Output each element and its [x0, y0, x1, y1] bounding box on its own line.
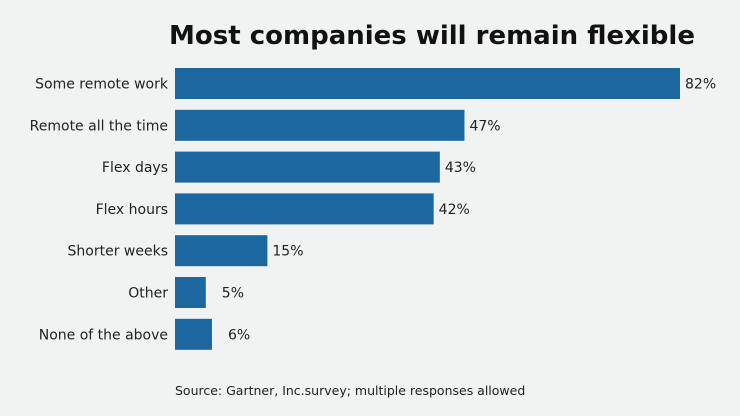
value-label: 15%	[272, 244, 303, 260]
bar-none-of-the-above	[175, 318, 212, 350]
category-label: Flex days	[102, 160, 168, 176]
bar-other	[175, 277, 206, 308]
category-label: Some remote work	[35, 77, 169, 93]
chart-title: Most companies will remain flexible	[169, 21, 695, 51]
bar-shorter-weeks	[175, 235, 268, 267]
bar-some-remote-work	[175, 68, 680, 99]
category-label: None of the above	[39, 327, 168, 343]
value-label: 5%	[222, 286, 244, 302]
category-label: Shorter weeks	[68, 244, 168, 260]
category-label: Flex hours	[96, 202, 168, 218]
value-label: 43%	[445, 160, 476, 176]
value-label: 82%	[685, 77, 716, 93]
source-note: Source: Gartner, Inc.survey; multiple re…	[175, 383, 525, 398]
value-label: 42%	[439, 202, 470, 218]
category-label: Other	[128, 286, 168, 302]
value-label: 6%	[228, 327, 250, 343]
bar-remote-all-the-time	[175, 109, 465, 141]
value-label: 47%	[469, 118, 500, 134]
bar-flex-hours	[175, 193, 434, 225]
bar-flex-days	[175, 151, 440, 183]
category-label: Remote all the time	[30, 118, 168, 134]
